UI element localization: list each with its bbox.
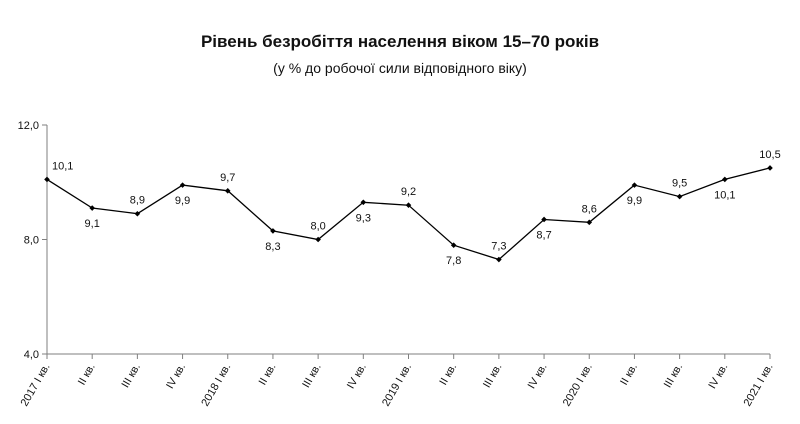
data-point — [224, 188, 231, 194]
data-point — [44, 176, 50, 183]
y-tick-label: 8,0 — [24, 235, 39, 247]
x-tick-label: IV кв. — [164, 362, 188, 392]
x-tick-label: ІІ кв. — [437, 362, 459, 388]
data-point — [450, 242, 457, 249]
data-label: 7,3 — [491, 241, 506, 253]
data-label: 8,9 — [130, 195, 145, 207]
y-tick-label: 12,0 — [18, 120, 39, 132]
data-label: 10,1 — [714, 189, 735, 201]
x-tick-label: ІІІ кв. — [120, 362, 143, 390]
x-tick-label: ІІ кв. — [76, 362, 98, 388]
x-tick-label: 2019 І кв. — [380, 362, 414, 409]
data-point — [179, 182, 186, 188]
data-point — [541, 216, 547, 223]
x-tick-label: IV кв. — [526, 362, 550, 392]
data-label: 9,9 — [627, 195, 642, 207]
series-line — [46, 167, 771, 261]
data-label: 8,6 — [582, 203, 597, 215]
x-tick-label: IV кв. — [706, 362, 730, 392]
chart-axes — [46, 125, 770, 355]
x-tick-label: IV кв. — [345, 362, 369, 392]
data-label: 8,3 — [265, 241, 280, 253]
x-tick-label: ІІІ кв. — [300, 362, 323, 390]
data-label: 9,5 — [672, 178, 687, 190]
x-tick-label: 2020 І кв. — [561, 362, 595, 409]
x-tick-label: ІІ кв. — [618, 362, 640, 388]
data-label: 9,7 — [220, 172, 235, 184]
chart-title: Рівень безробіття населення віком 15–70 … — [200, 32, 600, 51]
data-label: 10,1 — [52, 160, 73, 172]
data-point — [676, 193, 683, 200]
x-tick-label: ІІІ кв. — [481, 362, 504, 390]
data-label: 9,3 — [356, 212, 371, 224]
y-axis-ticks: 4,0 8,0 12,0 — [18, 120, 47, 361]
y-tick-label: 4,0 — [24, 349, 39, 361]
data-label: 9,9 — [175, 195, 190, 207]
data-point — [315, 236, 321, 243]
data-label: 8,0 — [310, 221, 325, 233]
data-label: 10,5 — [759, 149, 780, 161]
x-tick-label: 2018 І кв. — [199, 362, 233, 409]
data-point — [767, 165, 773, 171]
data-point — [405, 202, 412, 208]
x-tick-label: ІІ кв. — [257, 362, 279, 388]
data-label: 9,1 — [85, 218, 100, 230]
series-unemployment: 10,1 9,1 8,9 9,9 9,7 8,3 8,0 9,3 9,2 7,8 7,3 8,7 8,6… — [44, 149, 781, 267]
x-tick-label: ІІІ кв. — [662, 362, 685, 390]
x-axis-ticks: 2017 І кв. ІІ кв. ІІІ кв. IV кв. 2018 І кв. І… — [19, 354, 776, 409]
data-point — [134, 210, 141, 217]
data-point — [496, 256, 502, 263]
data-label: 8,7 — [536, 229, 551, 241]
data-point — [89, 205, 95, 211]
x-tick-label: 2021 І кв. — [742, 362, 776, 409]
data-point — [360, 199, 367, 206]
data-point — [586, 219, 593, 226]
x-tick-label: 2017 І кв. — [19, 362, 53, 409]
chart-subtitle: (у % до робочої сили відповідного віку) — [273, 60, 527, 76]
data-label: 7,8 — [446, 255, 461, 267]
data-label: 9,2 — [401, 186, 416, 198]
data-point — [722, 176, 728, 183]
data-point — [270, 228, 276, 234]
data-point — [631, 182, 638, 188]
